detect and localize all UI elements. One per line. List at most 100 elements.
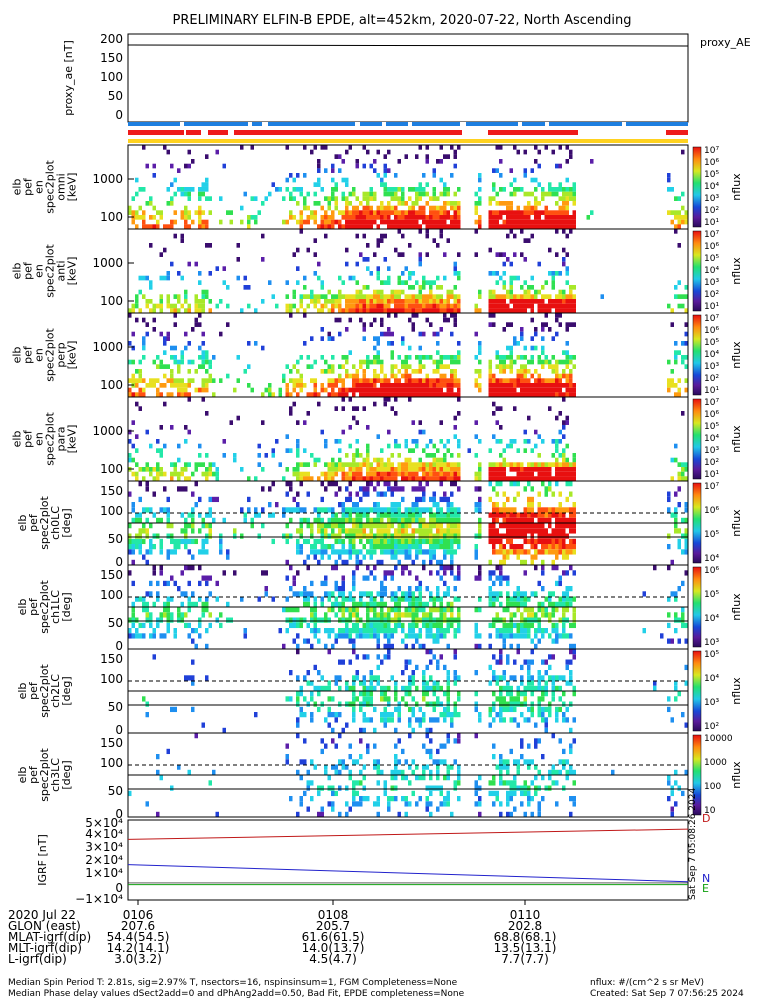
heatmap-cell — [436, 462, 440, 467]
heatmap-cell — [138, 308, 142, 313]
heatmap-cell — [667, 706, 671, 713]
flag-gap-6 — [460, 122, 466, 126]
heatmap-cell — [355, 420, 359, 425]
heatmap-cell — [327, 591, 331, 597]
heatmap-cell — [499, 439, 503, 444]
heatmap-cell — [289, 517, 293, 524]
heatmap-cell — [572, 717, 576, 723]
heatmap-cell — [520, 549, 524, 555]
heatmap-cell — [443, 154, 447, 159]
heatmap-cell — [506, 443, 510, 449]
heatmap-cell — [159, 425, 163, 430]
heatmap-cell — [565, 350, 569, 355]
heatmap-cell — [558, 491, 562, 497]
heatmap-cell — [352, 275, 356, 281]
heatmap-cell — [541, 533, 545, 539]
heatmap-cell — [537, 149, 541, 155]
heatmap-cell — [135, 299, 139, 304]
heatmap-cell — [569, 675, 573, 681]
heatmap-cell — [439, 233, 443, 239]
pitch-ytick-100-1: 100 — [100, 588, 123, 602]
heatmap-cell — [474, 378, 478, 383]
heatmap-cell — [345, 607, 349, 613]
panel-cells-0 — [128, 145, 688, 229]
heatmap-cell — [415, 471, 419, 477]
heatmap-cell — [534, 612, 538, 618]
heatmap-cell — [488, 299, 492, 304]
heatmap-cell — [362, 675, 366, 681]
heatmap-cell — [285, 387, 289, 393]
heatmap-cell — [324, 764, 328, 770]
heatmap-cell — [513, 549, 517, 555]
heatmap-cell — [555, 544, 559, 550]
heatmap-cell — [520, 596, 524, 602]
heatmap-cell — [152, 467, 156, 472]
heatmap-cell — [264, 570, 268, 576]
heatmap-cell — [411, 322, 415, 327]
heatmap-cell — [478, 294, 482, 299]
heatmap-cell — [541, 538, 545, 545]
heatmap-cell — [317, 401, 321, 407]
heatmap-cell — [499, 507, 503, 513]
heatmap-cell — [352, 471, 356, 477]
heatmap-cell — [544, 596, 548, 602]
heatmap-cell — [366, 612, 370, 618]
heatmap-cell — [681, 467, 685, 472]
heatmap-cell — [513, 387, 517, 393]
heatmap-cell — [198, 191, 202, 197]
heatmap-cell — [562, 622, 566, 629]
heatmap-cell — [541, 685, 545, 692]
heatmap-cell — [373, 252, 377, 257]
heatmap-cell — [208, 533, 212, 539]
heatmap-cell — [418, 601, 422, 608]
heatmap-cell — [383, 533, 387, 539]
heatmap-cell — [166, 612, 170, 618]
heatmap-cell — [394, 196, 398, 201]
heatmap-cell — [352, 476, 356, 481]
heatmap-cell — [131, 612, 135, 618]
heatmap-cell — [177, 471, 181, 477]
heatmap-cell — [145, 383, 149, 388]
heatmap-cell — [383, 187, 387, 192]
heatmap-cell — [320, 224, 324, 229]
heatmap-cell — [401, 570, 405, 576]
heatmap-cell — [530, 177, 534, 183]
heatmap-cell — [355, 612, 359, 618]
heatmap-cell — [432, 443, 436, 449]
heatmap-cell — [355, 387, 359, 393]
heatmap-cell — [523, 701, 527, 707]
heatmap-cell — [527, 496, 531, 503]
heatmap-cell — [411, 476, 415, 481]
heatmap-cell — [334, 565, 338, 571]
heatmap-cell — [271, 596, 275, 602]
heatmap-cell — [303, 471, 307, 477]
heatmap-cell — [418, 383, 422, 388]
heatmap-cell — [380, 659, 384, 665]
heatmap-cell — [201, 471, 205, 477]
heatmap-cell — [443, 392, 447, 397]
heatmap-cell — [156, 580, 160, 587]
heatmap-cell — [366, 149, 370, 155]
heatmap-cell — [306, 219, 310, 225]
heatmap-cell — [201, 350, 205, 355]
heatmap-cell — [502, 502, 506, 508]
heatmap-cell — [506, 303, 510, 309]
heatmap-cell — [373, 601, 377, 608]
heatmap-cell — [502, 364, 506, 369]
heatmap-cell — [534, 219, 538, 225]
heatmap-cell — [359, 706, 363, 713]
heatmap-cell — [310, 759, 314, 765]
heatmap-cell — [135, 294, 139, 299]
heatmap-cell — [527, 664, 531, 671]
heatmap-cell — [191, 327, 195, 332]
heatmap-cell — [429, 570, 433, 576]
heatmap-cell — [194, 322, 198, 327]
heatmap-cell — [404, 359, 408, 365]
heatmap-cell — [159, 215, 163, 220]
heatmap-cell — [541, 544, 545, 550]
heatmap-cell — [478, 219, 482, 225]
heatmap-cell — [520, 210, 524, 215]
heatmap-cell — [313, 554, 317, 560]
heatmap-cell — [320, 748, 324, 755]
heatmap-cell — [257, 462, 261, 467]
